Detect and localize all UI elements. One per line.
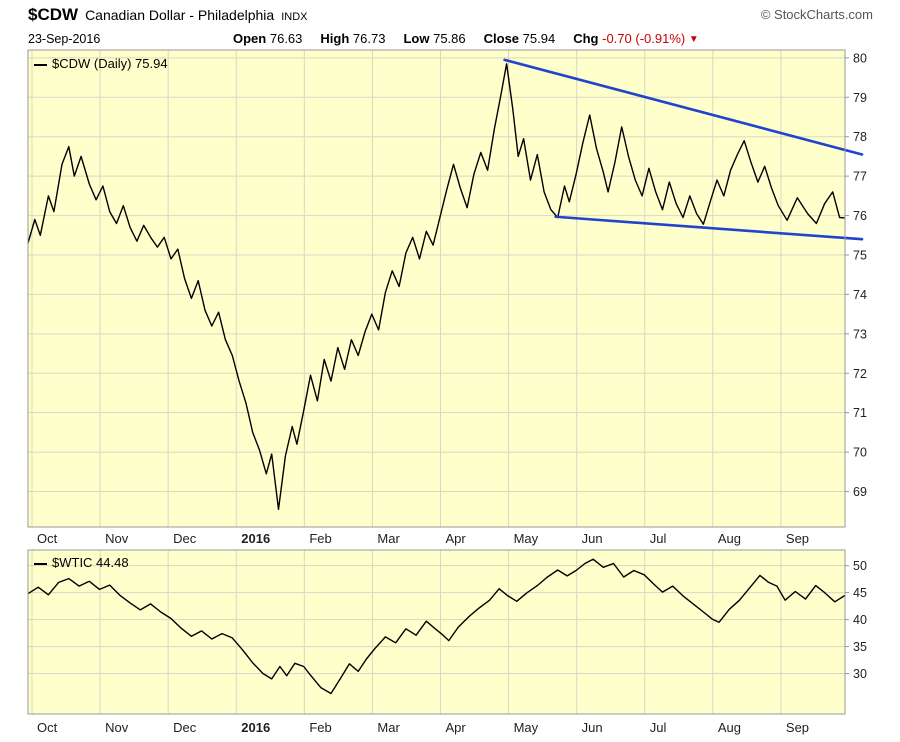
y-axis-label: 50 <box>853 559 867 573</box>
y-axis-label: 70 <box>853 446 867 460</box>
y-axis-label: 45 <box>853 586 867 600</box>
x-axis-label: Apr <box>446 531 467 546</box>
quote-date: 23-Sep-2016 <box>28 32 101 46</box>
y-axis-label: 75 <box>853 248 867 262</box>
y-axis-label: 71 <box>853 406 867 420</box>
x-axis-label: Aug <box>718 531 741 546</box>
price-line <box>27 558 846 695</box>
x-axis-label: Dec <box>173 531 197 546</box>
x-axis-label: Jun <box>582 720 603 735</box>
y-axis-label: 30 <box>853 667 867 681</box>
low-value: 75.86 <box>433 31 466 46</box>
close-value: 75.94 <box>522 31 556 46</box>
x-axis-label: Aug <box>718 720 741 735</box>
open-label: Open <box>233 31 267 46</box>
x-axis-label: Oct <box>37 531 58 546</box>
chart-header: $CDW Canadian Dollar - Philadelphia INDX <box>28 5 307 25</box>
cdw-legend-text: $CDW (Daily) 75.94 <box>52 56 168 71</box>
x-axis-label: Nov <box>105 531 129 546</box>
plot-background <box>28 550 845 714</box>
chg-value: -0.70 (-0.91%) <box>602 31 686 46</box>
y-axis-label: 72 <box>853 367 867 381</box>
x-axis-label: Sep <box>786 720 809 735</box>
upper-trendline <box>503 58 864 156</box>
plot-border <box>27 549 846 715</box>
y-axis-label: 78 <box>853 130 867 144</box>
x-axis-label: Nov <box>105 720 129 735</box>
lower-trendline <box>554 215 864 241</box>
wtic-legend-text: $WTIC 44.48 <box>52 555 129 570</box>
x-axis-label: May <box>514 720 539 735</box>
close-quote: Close 75.94 <box>484 31 556 46</box>
y-axis-label: 80 <box>853 51 867 65</box>
exchange-label: INDX <box>281 11 308 23</box>
low-label: Low <box>403 31 430 46</box>
price-line <box>27 63 846 510</box>
x-axis-label: Sep <box>786 531 809 546</box>
x-axis-label: Mar <box>377 720 400 735</box>
y-axis-label: 79 <box>853 91 867 105</box>
symbol-name: Canadian Dollar - Philadelphia <box>85 7 275 23</box>
y-axis-label: 35 <box>853 640 867 654</box>
quote-row: 23-Sep-2016 Open 76.63 High 76.73 Low 75… <box>28 31 872 47</box>
x-axis-label: May <box>514 531 539 546</box>
wtic-price-chart: 30 35 40 45 50 Oct Nov Dec 2016 Feb Mar Apr May Jun Ju… <box>27 549 867 735</box>
x-axis-label: Apr <box>446 720 467 735</box>
x-axis-label: Feb <box>309 531 331 546</box>
down-arrow-icon: ▼ <box>688 34 699 45</box>
low-quote: Low 75.86 <box>403 31 465 46</box>
copyright: © StockCharts.com <box>760 7 873 22</box>
y-axis-label: 77 <box>853 170 867 184</box>
symbol: $CDW <box>28 5 79 24</box>
cdw-line-swatch-icon <box>34 63 47 66</box>
chg-label: Chg <box>573 31 599 46</box>
x-axis-label: 2016 <box>241 531 270 546</box>
x-axis-label: Oct <box>37 720 58 735</box>
x-axis-label: 2016 <box>241 720 270 735</box>
high-value: 76.73 <box>352 31 386 46</box>
x-axis-label: Jul <box>650 531 667 546</box>
x-axis-label: Feb <box>309 720 331 735</box>
ohlc-quote: Open 76.63 High 76.73 Low 75.86 Close 75… <box>233 31 699 46</box>
wtic-line-swatch-icon <box>34 562 47 565</box>
y-axis-label: 40 <box>853 613 867 627</box>
y-axis-label: 69 <box>853 485 867 499</box>
chg-quote: Chg -0.70 (-0.91%) ▼ <box>573 31 699 46</box>
open-value: 76.63 <box>269 31 303 46</box>
open-quote: Open 76.63 <box>233 31 302 46</box>
close-label: Close <box>483 31 520 46</box>
high-label: High <box>320 31 350 46</box>
high-quote: High 76.73 <box>320 31 385 46</box>
cdw-legend: $CDW (Daily) 75.94 <box>34 56 168 71</box>
x-axis-label: Mar <box>377 531 400 546</box>
y-axis-label: 76 <box>853 209 867 223</box>
plot-background <box>28 50 845 527</box>
y-axis-label: 74 <box>853 288 867 302</box>
y-axis-label: 73 <box>853 327 867 341</box>
x-axis-label: Jul <box>650 720 667 735</box>
wtic-legend: $WTIC 44.48 <box>34 555 129 570</box>
x-axis-label: Dec <box>173 720 197 735</box>
plot-border <box>27 49 846 528</box>
cdw-price-chart: 69 70 71 72 73 74 75 76 77 78 79 80 Oct Nov Dec 2016 Feb… <box>27 49 867 546</box>
x-axis-label: Jun <box>582 531 603 546</box>
